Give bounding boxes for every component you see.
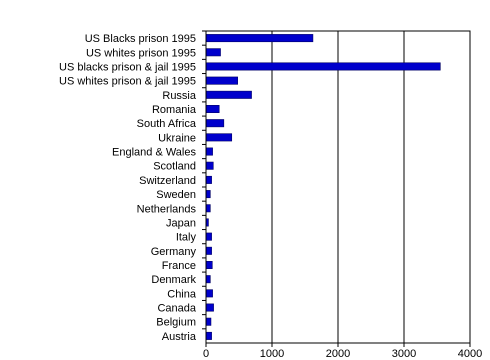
bar-1 xyxy=(205,48,221,57)
bar-7 xyxy=(205,133,233,142)
bar-17 xyxy=(205,275,211,284)
bar-11 xyxy=(205,190,211,199)
category-label-12: Netherlands xyxy=(137,203,197,215)
x-tick-label-1000: 1000 xyxy=(260,348,284,360)
bar-6 xyxy=(205,119,225,128)
category-label-1: US whites prison 1995 xyxy=(86,47,196,59)
category-label-8: England & Wales xyxy=(112,147,196,159)
bar-3 xyxy=(205,76,238,85)
x-tick-labels: 0 1000 2000 3000 4000 xyxy=(203,343,482,360)
x-tick-label-3000: 3000 xyxy=(392,348,416,360)
category-label-9: Scotland xyxy=(153,161,196,173)
category-label-4: Russia xyxy=(162,90,197,102)
category-label-16: France xyxy=(162,260,196,272)
category-label-3: US whites prison & jail 1995 xyxy=(59,76,196,88)
bar-9 xyxy=(205,161,214,170)
bar-0 xyxy=(205,34,314,43)
category-label-0: US Blacks prison 1995 xyxy=(85,33,196,45)
x-tick-label-0: 0 xyxy=(203,348,209,360)
bar-18 xyxy=(205,289,213,298)
bar-15 xyxy=(205,246,212,255)
category-label-10: Switzerland xyxy=(139,175,196,187)
bar-20 xyxy=(205,317,212,326)
bar-14 xyxy=(205,232,212,241)
category-label-19: Canada xyxy=(157,303,196,315)
bar-12 xyxy=(205,204,211,213)
category-labels: US Blacks prison 1995 US whites prison 19… xyxy=(59,30,206,343)
category-label-2: US blacks prison & jail 1995 xyxy=(59,61,196,73)
category-label-6: South Africa xyxy=(137,118,197,130)
category-label-5: Romania xyxy=(152,104,197,116)
category-label-13: Japan xyxy=(166,217,196,229)
gridlines xyxy=(271,31,405,343)
bar-19 xyxy=(205,303,214,312)
bar-2 xyxy=(205,62,441,71)
bar-5 xyxy=(205,105,220,113)
bar-21 xyxy=(205,331,212,340)
bar-10 xyxy=(205,175,212,184)
category-label-14: Italy xyxy=(176,232,197,244)
bar-8 xyxy=(205,147,213,156)
category-label-20: Belgium xyxy=(156,317,196,329)
category-label-15: Germany xyxy=(151,246,197,258)
category-label-11: Sweden xyxy=(156,189,196,201)
x-tick-label-4000: 4000 xyxy=(458,348,482,360)
category-label-17: Denmark xyxy=(151,274,196,286)
bar-16 xyxy=(205,261,213,269)
bar-4 xyxy=(205,90,252,99)
category-label-18: China xyxy=(167,288,197,300)
category-label-21: Austria xyxy=(162,331,197,343)
x-tick-label-2000: 2000 xyxy=(326,348,350,360)
category-label-7: Ukraine xyxy=(158,132,196,144)
